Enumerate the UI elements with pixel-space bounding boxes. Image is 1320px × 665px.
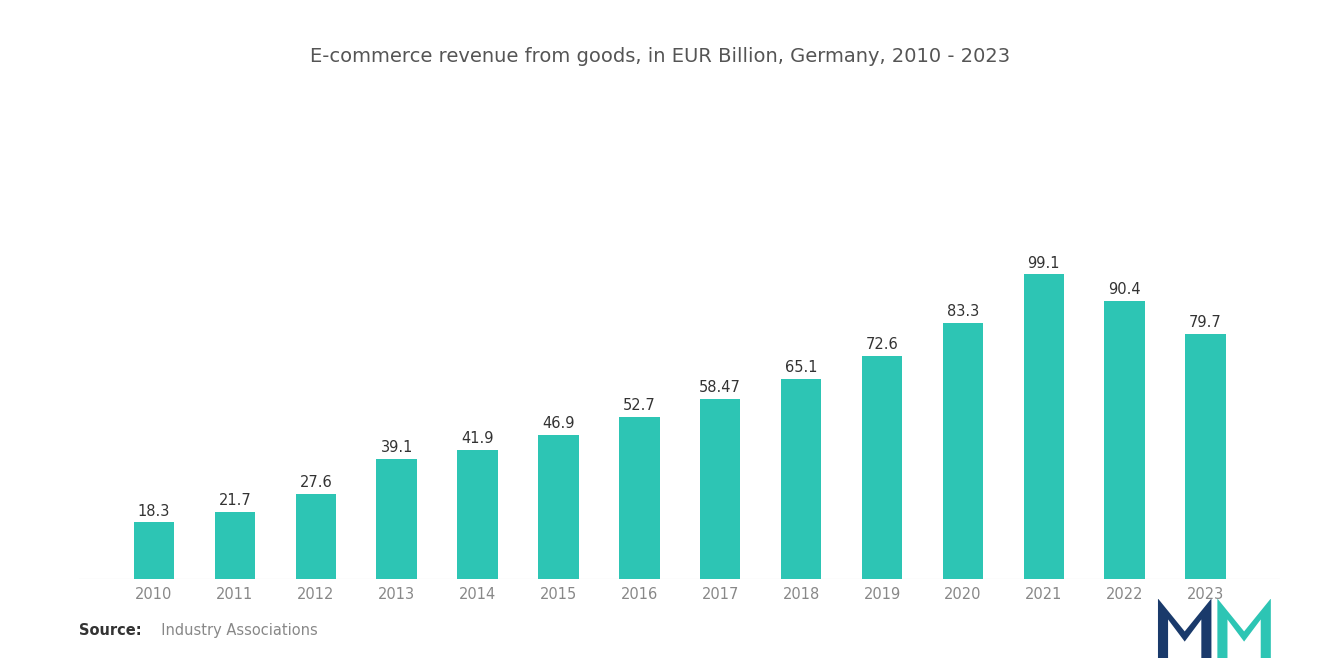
Text: 39.1: 39.1: [380, 440, 413, 455]
Text: 72.6: 72.6: [866, 337, 899, 352]
Bar: [457, 450, 498, 579]
Bar: [296, 494, 337, 579]
Text: 65.1: 65.1: [785, 360, 817, 375]
Bar: [942, 323, 983, 579]
Bar: [781, 379, 821, 579]
Bar: [376, 459, 417, 579]
Bar: [619, 417, 660, 579]
Text: 83.3: 83.3: [946, 304, 979, 319]
Text: 79.7: 79.7: [1189, 315, 1222, 331]
Bar: [539, 435, 578, 579]
Text: Industry Associations: Industry Associations: [152, 623, 318, 638]
Bar: [133, 523, 174, 579]
Text: 18.3: 18.3: [137, 503, 170, 519]
Bar: [862, 356, 903, 579]
Bar: [700, 399, 741, 579]
Text: 52.7: 52.7: [623, 398, 656, 413]
Text: Source:: Source:: [79, 623, 141, 638]
Text: 46.9: 46.9: [543, 416, 574, 431]
Text: 90.4: 90.4: [1109, 283, 1140, 297]
Text: 41.9: 41.9: [461, 432, 494, 446]
Text: 21.7: 21.7: [219, 493, 251, 508]
Text: 99.1: 99.1: [1027, 256, 1060, 271]
Text: 58.47: 58.47: [700, 380, 742, 396]
Bar: [1023, 275, 1064, 579]
Bar: [215, 512, 255, 579]
Text: 27.6: 27.6: [300, 475, 333, 490]
Bar: [1105, 301, 1144, 579]
Bar: [1185, 334, 1226, 579]
Text: E-commerce revenue from goods, in EUR Billion, Germany, 2010 - 2023: E-commerce revenue from goods, in EUR Bi…: [310, 47, 1010, 66]
